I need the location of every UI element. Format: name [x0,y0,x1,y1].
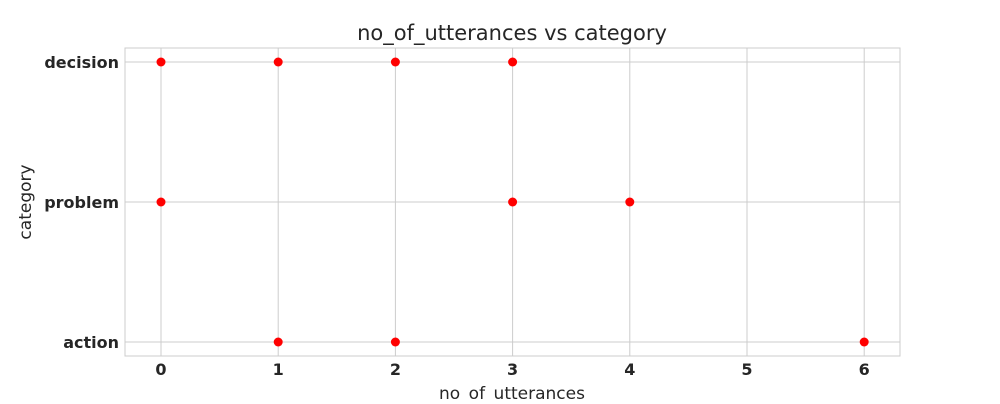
data-point [508,57,518,67]
x-tick-label: 3 [507,360,518,379]
data-point [625,197,635,207]
y-axis-label: category [16,164,36,239]
x-axis-label: no_of_utterances [439,384,585,400]
y-tick-label: problem [44,193,119,212]
x-tick-label: 4 [624,360,635,379]
data-point [156,197,166,207]
data-point [390,57,400,67]
data-point-layer [156,57,869,347]
x-tick-label: 0 [155,360,166,379]
data-point [273,337,283,347]
chart-title: no_of_utterances vs category [357,21,667,46]
data-point [156,57,166,67]
x-tick-label: 2 [390,360,401,379]
y-tick-label: action [63,333,119,352]
x-tick-label: 5 [741,360,752,379]
data-point [390,337,400,347]
plot-frame [124,47,901,357]
y-tick-label: decision [44,53,119,72]
x-tick-label: 1 [273,360,284,379]
data-point [508,197,518,207]
x-tick-label: 6 [859,360,870,379]
tick-label-layer: 0 1 2 3 4 5 6 action problem decision [44,53,870,379]
data-point [273,57,283,67]
data-point [859,337,869,347]
